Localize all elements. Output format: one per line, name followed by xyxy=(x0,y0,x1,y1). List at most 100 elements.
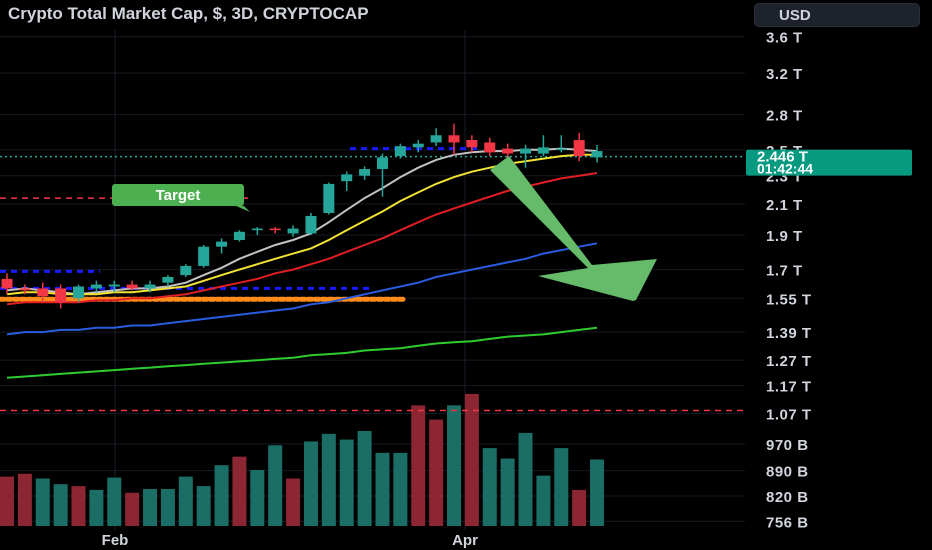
candle xyxy=(305,212,317,236)
candle-body xyxy=(305,216,317,234)
volume-bar xyxy=(393,452,408,526)
candle xyxy=(555,135,567,153)
volume-bar xyxy=(178,476,193,526)
volume-bar xyxy=(17,473,32,526)
volume-bar xyxy=(160,488,175,526)
moving-average-line xyxy=(6,242,598,336)
candle-body xyxy=(126,284,138,289)
candle-body xyxy=(412,143,424,148)
volume-bar xyxy=(0,476,14,526)
candle xyxy=(412,140,424,153)
volume-bar xyxy=(411,405,426,526)
down-arrow-icon xyxy=(490,156,657,301)
volume-bar xyxy=(429,419,444,526)
candle-body xyxy=(90,284,102,289)
candle xyxy=(162,275,174,287)
candle-body xyxy=(502,148,514,154)
target-label-pointer xyxy=(236,206,250,212)
candle-body xyxy=(376,157,388,170)
price-tag-value: 2.446 T xyxy=(757,149,808,166)
candle-body xyxy=(394,146,406,157)
price-tag: 2.446 T01:42:44 xyxy=(746,149,912,177)
candle-body xyxy=(484,142,496,153)
candle xyxy=(198,245,210,268)
candle xyxy=(251,226,263,236)
y-tick-label: 1.17 T xyxy=(766,379,812,396)
volume-bar xyxy=(125,492,140,526)
candle xyxy=(144,280,156,293)
volume-bar xyxy=(572,489,587,526)
candle xyxy=(216,238,228,254)
y-tick-label: 1.27 T xyxy=(766,353,812,370)
volume-bar xyxy=(375,452,390,526)
moving-average-line xyxy=(6,172,598,306)
candle-body xyxy=(233,231,245,240)
target-label: Target xyxy=(156,187,201,204)
candle-body xyxy=(537,147,549,154)
candle-body xyxy=(448,135,460,143)
candle-body xyxy=(251,228,263,231)
candle xyxy=(376,153,388,197)
volume-bar xyxy=(339,439,354,526)
y-tick-label: 1.7 T xyxy=(766,263,803,280)
candle xyxy=(484,137,496,157)
volume-bar xyxy=(303,441,318,526)
volume-bar xyxy=(89,489,104,526)
candle xyxy=(126,280,138,291)
volume-bar xyxy=(357,431,372,526)
y-tick-label: 3.6 T xyxy=(766,30,803,47)
candle-body xyxy=(323,183,335,213)
candle xyxy=(233,230,245,242)
y-tick-label: 756 B xyxy=(766,514,809,531)
volume-bar xyxy=(71,486,86,526)
candle-body xyxy=(591,151,603,158)
candle xyxy=(341,171,353,191)
candle-body xyxy=(430,135,442,143)
volume-bar xyxy=(554,448,569,526)
volume-bar xyxy=(35,478,50,526)
volume-bar xyxy=(286,478,301,526)
y-tick-label: 890 B xyxy=(766,464,809,481)
candle xyxy=(537,135,549,157)
y-tick-label: 1.39 T xyxy=(766,325,812,342)
price-tag-box xyxy=(746,149,912,176)
volume-bar xyxy=(107,477,122,526)
candle-body xyxy=(19,288,31,291)
currency-button[interactable]: USD xyxy=(754,3,920,27)
candle-body xyxy=(269,228,281,231)
volume-bar xyxy=(447,405,461,526)
y-tick-label: 2.8 T xyxy=(766,108,803,125)
candle-body xyxy=(162,276,174,283)
volume-bars xyxy=(0,393,605,526)
candle-body xyxy=(37,288,49,297)
volume-bar xyxy=(196,486,211,526)
candle-body xyxy=(573,140,585,157)
chart-title: Crypto Total Market Cap, $, 3D, CRYPTOCA… xyxy=(8,4,369,23)
candle xyxy=(448,123,460,155)
volume-bar xyxy=(590,459,605,526)
candle xyxy=(37,282,49,303)
candle xyxy=(287,225,299,237)
moving-average-line xyxy=(6,326,598,379)
candle-body xyxy=(341,174,353,182)
volume-bar xyxy=(268,445,283,526)
y-tick-label: 820 B xyxy=(766,489,809,506)
candle xyxy=(55,284,67,309)
candle xyxy=(430,128,442,147)
candle xyxy=(359,166,371,180)
y-tick-label: 1.55 T xyxy=(766,291,812,308)
candle-body xyxy=(180,265,192,276)
y-tick-label: 2.1 T xyxy=(766,197,803,214)
candle xyxy=(269,226,281,234)
x-tick-label: Apr xyxy=(452,532,478,549)
volume-bar xyxy=(536,475,551,526)
candle-body xyxy=(144,284,156,289)
y-tick-label: 1.07 T xyxy=(766,406,812,423)
candle xyxy=(394,143,406,159)
candle xyxy=(520,144,532,168)
volume-bar xyxy=(143,488,158,526)
target-annotation: Target xyxy=(112,184,250,212)
candle-body xyxy=(555,148,567,151)
